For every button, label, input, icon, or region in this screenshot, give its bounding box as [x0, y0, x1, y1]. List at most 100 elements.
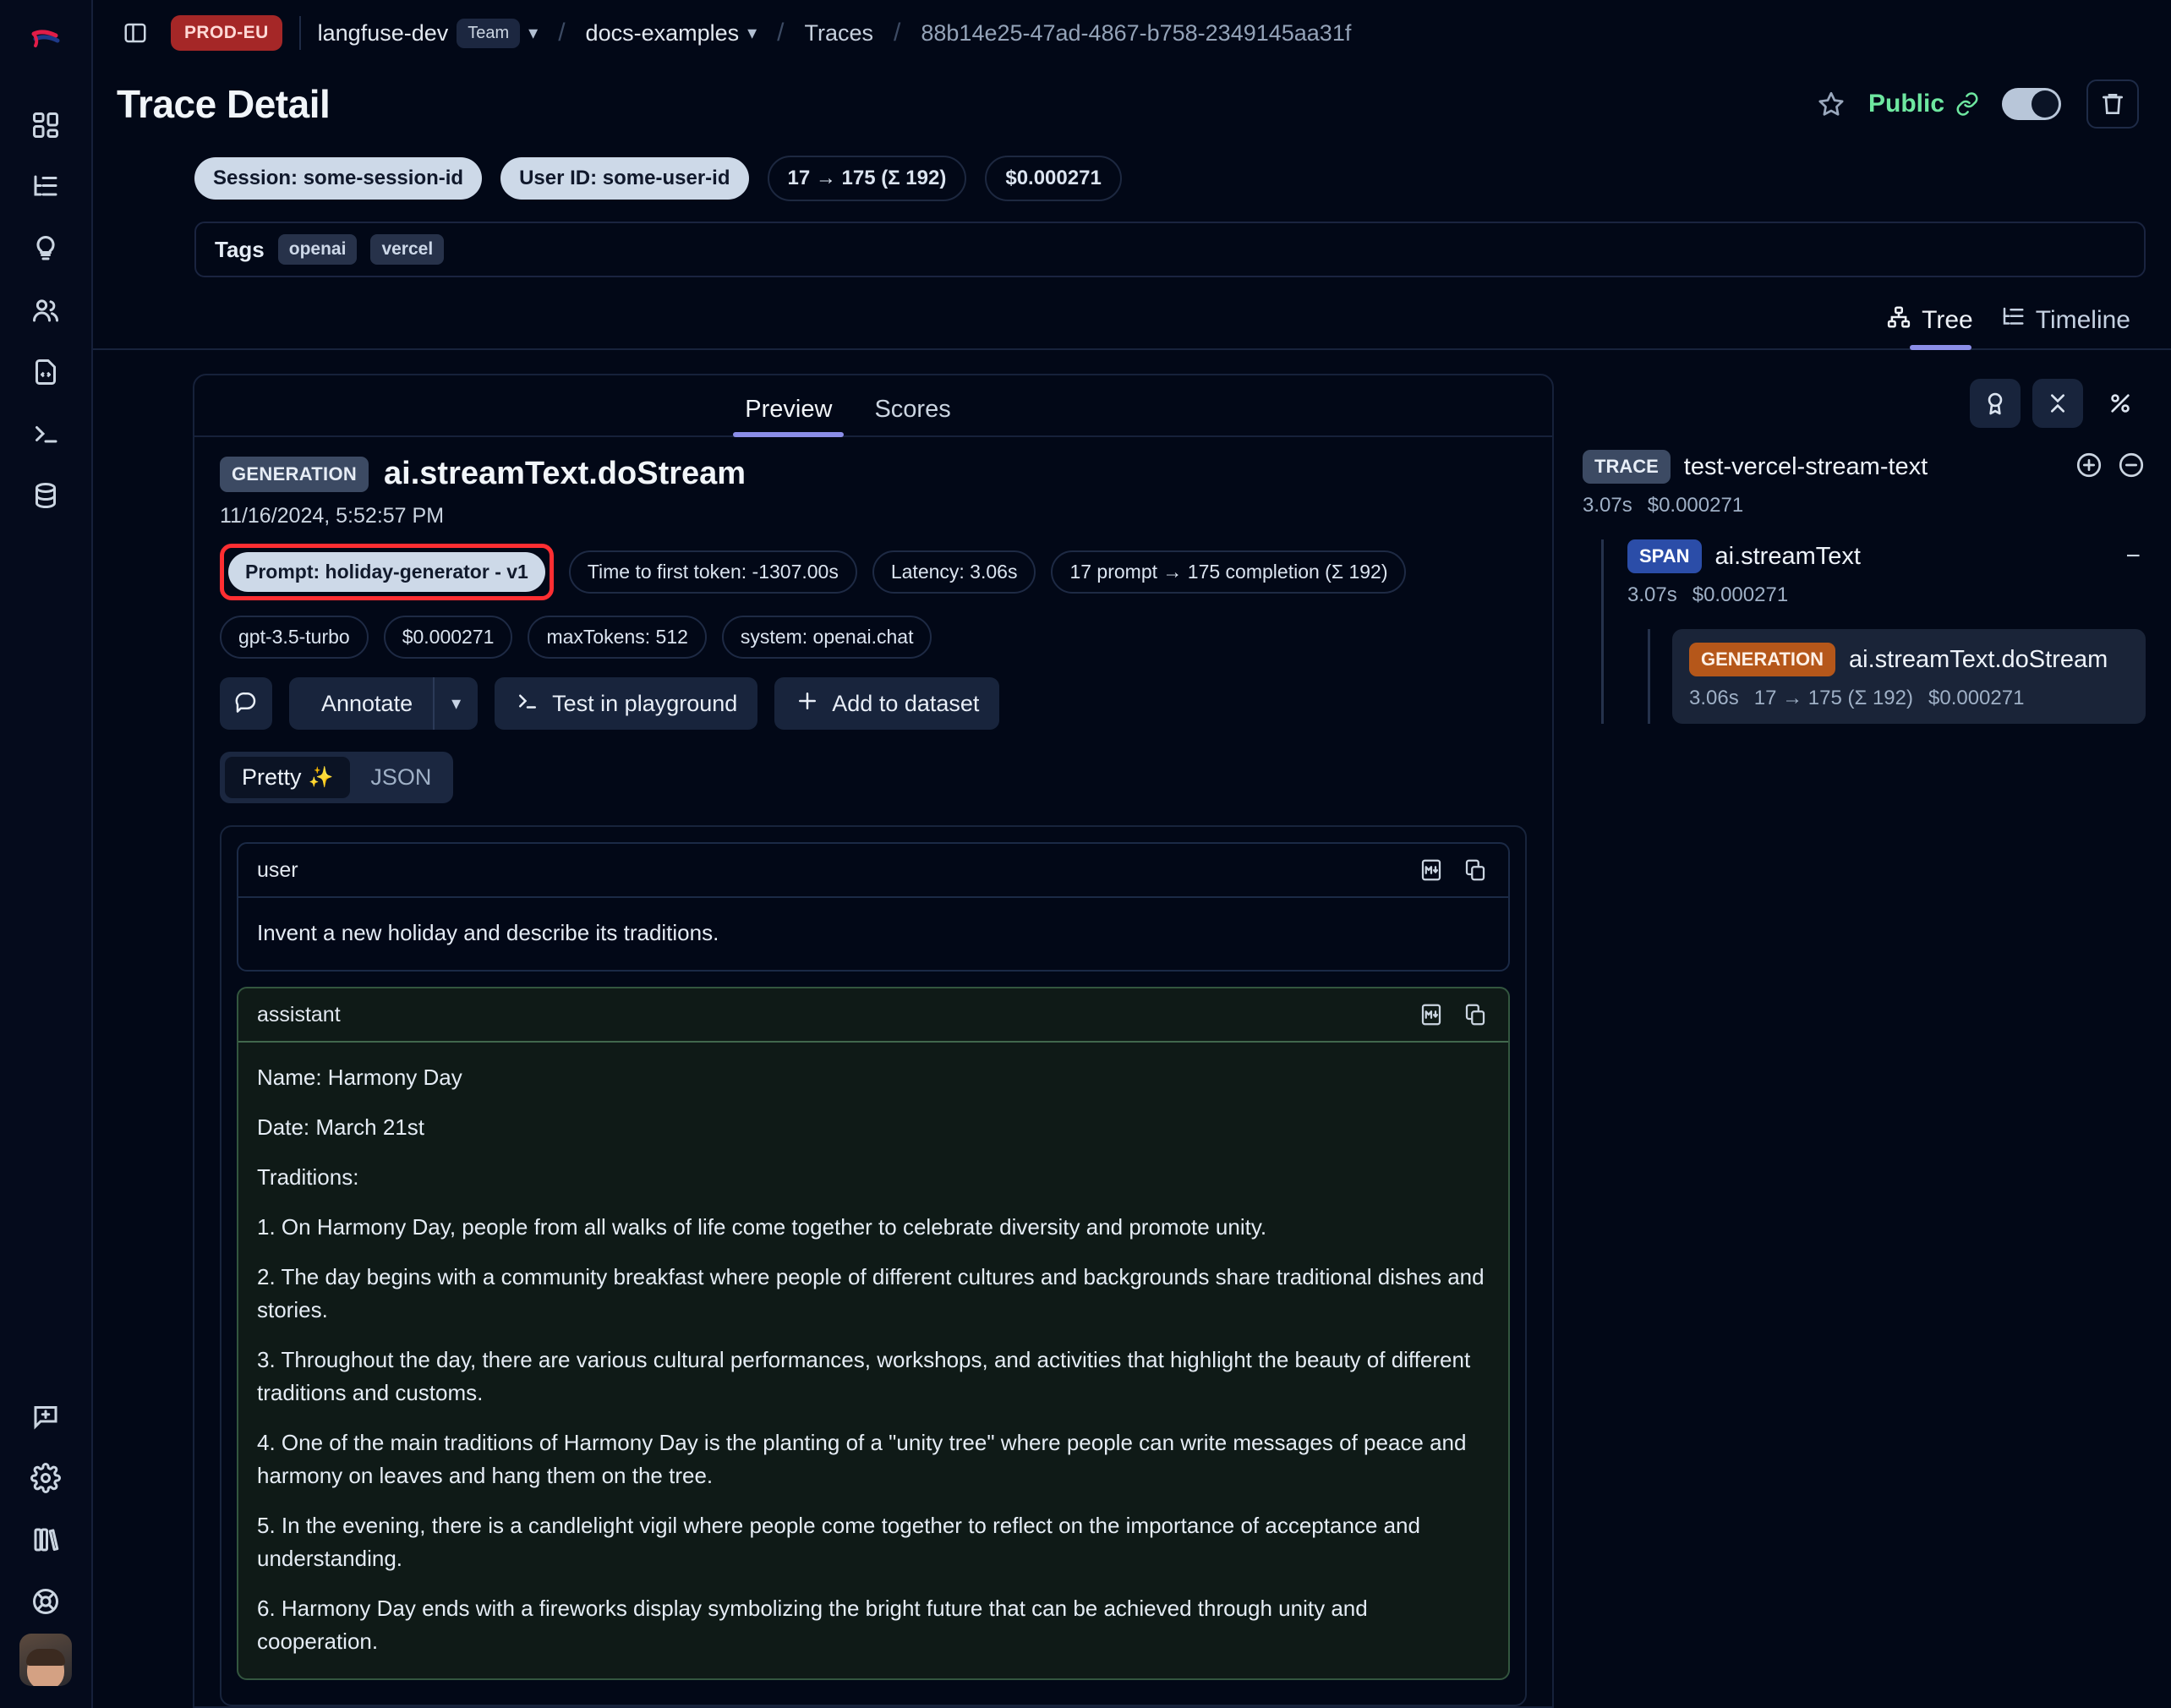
tracing-icon[interactable]	[16, 157, 75, 216]
tag-item[interactable]: vercel	[370, 234, 445, 265]
tree-node-generation[interactable]: GENERATION ai.streamText.doStream 3.06s …	[1672, 629, 2146, 724]
trace-tree-panel: TRACE test-vercel-stream-text	[1554, 374, 2146, 1708]
latency-chip: Latency: 3.06s	[872, 550, 1036, 594]
trace-badge: TRACE	[1583, 450, 1671, 484]
message-paragraph: 1. On Harmony Day, people from all walks…	[257, 1214, 1267, 1240]
generation-badge: GENERATION	[1689, 643, 1836, 676]
tag-item[interactable]: openai	[277, 234, 358, 265]
percent-icon[interactable]	[2095, 379, 2146, 428]
breadcrumb-project[interactable]: docs-examples ▾	[586, 20, 757, 47]
database-icon[interactable]	[16, 466, 75, 525]
tree-node-generation-wrap: GENERATION ai.streamText.doStream 3.06s …	[1648, 629, 2146, 724]
format-pretty-label: Pretty	[242, 764, 302, 790]
avatar[interactable]	[19, 1634, 72, 1686]
comment-icon	[233, 688, 259, 720]
message-paragraph: Date: March 21st	[257, 1114, 424, 1140]
tab-preview[interactable]: Preview	[728, 391, 849, 437]
observation-meta-row-2: gpt-3.5-turbo $0.000271 maxTokens: 512 s…	[220, 616, 1527, 659]
chevron-down-icon[interactable]: ▾	[451, 693, 462, 714]
markdown-icon[interactable]	[1417, 856, 1446, 884]
tab-timeline[interactable]: Timeline	[1987, 299, 2144, 348]
max-tokens-chip: maxTokens: 512	[528, 616, 707, 659]
message-card-assistant: assistant	[237, 987, 1510, 1680]
generation-cost: $0.000271	[1928, 687, 2025, 709]
collapse-icon[interactable]	[2032, 379, 2083, 428]
prompts-icon[interactable]	[16, 219, 75, 278]
tree-icon	[1886, 304, 1911, 337]
support-icon[interactable]	[16, 1572, 75, 1631]
plus-circle-icon[interactable]	[2075, 451, 2103, 484]
tab-scores[interactable]: Scores	[874, 396, 951, 423]
message-role: assistant	[257, 1002, 341, 1026]
session-chip[interactable]: Session: some-session-id	[194, 157, 483, 200]
minus-circle-icon[interactable]	[2117, 451, 2146, 484]
link-icon[interactable]	[1955, 91, 1980, 117]
user-id-chip[interactable]: User ID: some-user-id	[500, 157, 749, 200]
span-cost: $0.000271	[1692, 583, 1789, 606]
model-chip: gpt-3.5-turbo	[220, 616, 369, 659]
plus-icon	[795, 688, 820, 720]
left-sidebar	[0, 0, 93, 1708]
system-chip: system: openai.chat	[721, 616, 932, 659]
env-badge[interactable]: PROD-EU	[171, 15, 282, 51]
tree-node-trace[interactable]: TRACE test-vercel-stream-text	[1583, 450, 2146, 724]
message-card-user: user	[237, 842, 1510, 972]
breadcrumb-project-label: docs-examples	[585, 19, 740, 46]
annotate-button[interactable]: Annotate	[289, 677, 433, 730]
breadcrumb-separator: /	[777, 19, 785, 47]
annotate-split-button[interactable]: Annotate ▾	[289, 677, 478, 730]
chevron-down-icon[interactable]: ▾	[528, 22, 539, 43]
delete-button[interactable]	[2086, 79, 2139, 129]
feedback-icon[interactable]	[16, 1387, 75, 1446]
breadcrumb-bar: PROD-EU langfuse-dev Team ▾ / docs-examp…	[93, 0, 2171, 66]
datasets-icon[interactable]	[16, 342, 75, 402]
view-tabs: Tree Timeline	[93, 277, 2171, 350]
settings-icon[interactable]	[16, 1448, 75, 1508]
markdown-icon[interactable]	[1417, 1000, 1446, 1029]
generation-meta: 3.06s 17 → 175 (Σ 192) $0.000271	[1689, 687, 2129, 710]
trace-name: test-vercel-stream-text	[1683, 452, 1928, 480]
add-to-dataset-button[interactable]: Add to dataset	[774, 677, 1000, 730]
message-paragraph: 4. One of the main traditions of Harmony…	[257, 1430, 1467, 1488]
chevron-down-icon[interactable]: ▾	[747, 22, 757, 43]
copy-icon[interactable]	[1461, 856, 1490, 884]
docs-icon[interactable]	[16, 1510, 75, 1569]
message-header: user	[238, 844, 1508, 898]
toggle-knob	[2032, 90, 2059, 118]
public-label: Public	[1867, 90, 1944, 118]
trace-cost: $0.000271	[1647, 494, 1744, 517]
tags-bar[interactable]: Tags openai vercel	[194, 222, 2146, 277]
comment-button[interactable]	[220, 677, 272, 730]
star-icon[interactable]	[1813, 85, 1850, 123]
format-json[interactable]: JSON	[370, 764, 432, 790]
breadcrumb-org[interactable]: langfuse-dev Team ▾	[318, 18, 539, 48]
message-body: Invent a new holiday and describe its tr…	[238, 898, 1508, 970]
cost-chip: $0.000271	[383, 616, 513, 659]
cost-chip: $0.000271	[985, 156, 1122, 201]
playground-icon[interactable]	[16, 404, 75, 463]
users-icon[interactable]	[16, 281, 75, 340]
observation-title-row: GENERATION ai.streamText.doStream	[220, 456, 1527, 492]
span-meta: 3.07s $0.000271	[1627, 583, 2146, 607]
public-toggle[interactable]	[2002, 88, 2061, 120]
breadcrumb-trace-id: 88b14e25-47ad-4867-b758-2349145aa31f	[921, 19, 1352, 46]
langfuse-logo[interactable]	[29, 24, 63, 62]
dashboard-icon[interactable]	[16, 96, 75, 155]
message-paragraph: Traditions:	[257, 1164, 359, 1190]
prompt-chip[interactable]: Prompt: holiday-generator - v1	[228, 552, 545, 592]
breadcrumb-separator: /	[894, 19, 901, 47]
collapse-span-icon[interactable]: −	[2125, 542, 2141, 570]
prompt-chip-highlight: Prompt: holiday-generator - v1	[220, 544, 554, 600]
tab-tree[interactable]: Tree	[1873, 299, 1987, 350]
message-paragraph: 3. Throughout the day, there are various…	[257, 1347, 1471, 1405]
format-pretty[interactable]: Pretty ✨	[225, 757, 351, 798]
medal-icon[interactable]	[1970, 379, 2021, 428]
message-paragraph: Invent a new holiday and describe its tr…	[257, 920, 719, 945]
generation-latency: 3.06s	[1689, 687, 1739, 709]
tree-node-span[interactable]: SPAN ai.streamText − 3.07s $0.000271 GEN…	[1601, 539, 2146, 724]
sidebar-toggle-icon[interactable]	[117, 14, 154, 52]
breadcrumb-section[interactable]: Traces	[804, 19, 874, 46]
tree-node-row: TRACE test-vercel-stream-text	[1583, 450, 2146, 484]
copy-icon[interactable]	[1461, 1000, 1490, 1029]
test-in-playground-button[interactable]: Test in playground	[495, 677, 758, 730]
